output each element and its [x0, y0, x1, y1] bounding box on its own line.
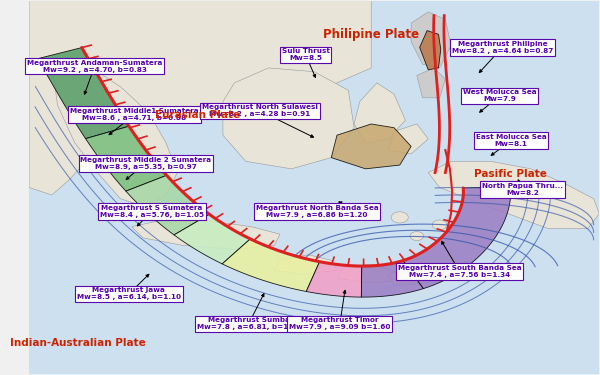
- Text: Sulu Thrust
Mw=8.5: Sulu Thrust Mw=8.5: [281, 48, 329, 62]
- Polygon shape: [428, 161, 599, 229]
- Polygon shape: [222, 239, 320, 291]
- Polygon shape: [337, 264, 400, 283]
- Polygon shape: [331, 124, 411, 169]
- Polygon shape: [388, 270, 428, 285]
- Circle shape: [391, 212, 408, 223]
- Text: Megarthrust Philipine
Mw=8.2 , a=4.64 b=0.87: Megarthrust Philipine Mw=8.2 , a=4.64 b=…: [452, 41, 553, 54]
- Polygon shape: [29, 1, 371, 195]
- Polygon shape: [306, 262, 362, 297]
- Text: Megarthrust Timor
Mw=7.9 , a=9.09 b=1.60: Megarthrust Timor Mw=7.9 , a=9.09 b=1.60: [289, 317, 391, 330]
- Text: West Molucca Sea
Mw=7.9: West Molucca Sea Mw=7.9: [463, 90, 536, 102]
- Text: Megarthrust Andaman-Sumatera
Mw=9.2 , a=4.70, b=0.83: Megarthrust Andaman-Sumatera Mw=9.2 , a=…: [27, 60, 163, 73]
- Circle shape: [410, 232, 424, 240]
- Polygon shape: [86, 126, 167, 191]
- Text: Megarthrust South Banda Sea
Mw=7.4 , a=7.56 b=1.34: Megarthrust South Banda Sea Mw=7.4 , a=7…: [398, 265, 521, 278]
- Polygon shape: [419, 31, 441, 70]
- Text: Eurasian Plate: Eurasian Plate: [155, 110, 240, 120]
- Text: Indian-Australian Plate: Indian-Australian Plate: [10, 338, 145, 348]
- Polygon shape: [38, 48, 129, 139]
- Text: Megarthrust S Sumatera
Mw=8.4 , a=5.76, b=1.05: Megarthrust S Sumatera Mw=8.4 , a=5.76, …: [100, 205, 204, 218]
- Polygon shape: [388, 124, 428, 154]
- Text: Megarthrust Middle 2 Sumatera
Mw=8.9, a=5.35, b=0.97: Megarthrust Middle 2 Sumatera Mw=8.9, a=…: [80, 157, 212, 170]
- Polygon shape: [223, 68, 354, 169]
- Polygon shape: [126, 176, 209, 235]
- Text: Megarthrust North Banda Sea
Mw=7.9 , a=6.86 b=1.20: Megarthrust North Banda Sea Mw=7.9 , a=6…: [256, 205, 379, 218]
- Circle shape: [432, 220, 447, 230]
- Polygon shape: [411, 12, 451, 68]
- Polygon shape: [174, 214, 250, 264]
- Text: Pasific Plate: Pasific Plate: [475, 170, 547, 179]
- Text: Megarthrust Jawa
Mw=8.5 , a=6.14, b=1.10: Megarthrust Jawa Mw=8.5 , a=6.14, b=1.10: [77, 288, 181, 300]
- Polygon shape: [361, 261, 424, 297]
- Text: Philipine Plate: Philipine Plate: [323, 28, 419, 41]
- Polygon shape: [403, 186, 511, 289]
- Polygon shape: [354, 83, 406, 142]
- Text: Megarthrust Sumba
Mw=7.8 , a=6.81, b=1.20: Megarthrust Sumba Mw=7.8 , a=6.81, b=1.2…: [197, 317, 301, 330]
- Text: Megarthrust North Sulawesi
Mw=8.2 , a=4.28 b=0.91: Megarthrust North Sulawesi Mw=8.2 , a=4.…: [202, 104, 318, 117]
- Polygon shape: [131, 219, 280, 249]
- Polygon shape: [52, 57, 178, 206]
- Text: Megarthrust Middle1 Sumatera
Mw=8.6 , a=4.71, b=0.88: Megarthrust Middle1 Sumatera Mw=8.6 , a=…: [70, 108, 199, 121]
- Text: East Molucca Sea
Mw=8.1: East Molucca Sea Mw=8.1: [476, 134, 546, 147]
- Polygon shape: [274, 255, 337, 274]
- Polygon shape: [417, 68, 445, 98]
- Text: North Papua Thru...
Mw=8.2: North Papua Thru... Mw=8.2: [482, 183, 563, 196]
